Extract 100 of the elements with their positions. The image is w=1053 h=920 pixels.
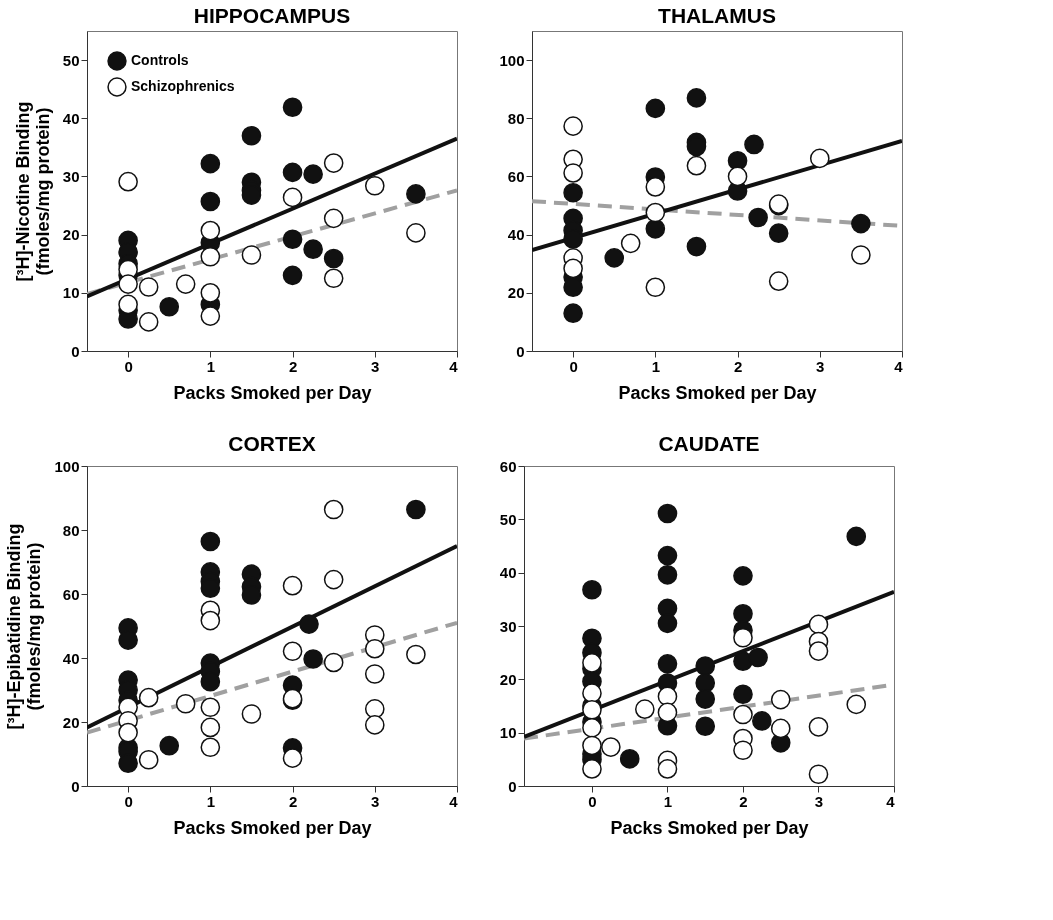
point (303, 649, 323, 669)
point (727, 150, 748, 171)
y-tick-label: 60 (507, 167, 525, 185)
x-axis-title: Packs Smoked per Day (610, 817, 809, 838)
point (323, 208, 344, 229)
y-tick-label: 40 (62, 109, 80, 127)
point (695, 716, 716, 737)
y-tick-label: 40 (499, 564, 517, 582)
x-tick-label: 1 (206, 357, 216, 375)
y-tick-label: 10 (62, 284, 80, 302)
point (582, 699, 602, 720)
point (241, 125, 262, 146)
point (695, 689, 716, 709)
y-tick-label: 0 (516, 342, 525, 360)
chart-title: THALAMUS (658, 4, 776, 27)
point (752, 711, 772, 731)
point (733, 566, 753, 586)
point (645, 219, 666, 239)
point (118, 722, 138, 743)
point (695, 673, 716, 693)
point (582, 652, 602, 673)
point (645, 98, 666, 119)
point (282, 229, 303, 250)
point (582, 579, 602, 600)
x-tick-label: 2 (739, 792, 748, 810)
point (657, 654, 678, 674)
point (744, 134, 764, 155)
point (645, 202, 666, 223)
x-tick-label: 3 (371, 357, 380, 375)
y-tick-label: 40 (62, 649, 80, 667)
legend-label: Schizophrenics (131, 78, 235, 94)
y-axis-title: [³H]-Epibatidine Binding (fmoles/mg protein) (4, 523, 45, 730)
point (657, 564, 678, 585)
point (645, 177, 666, 197)
y-tick-label: 50 (62, 51, 80, 69)
y-axis-title: [³H]-Nicotine Binding (fmoles/mg protein) (12, 101, 53, 282)
x-tick-label: 0 (588, 792, 597, 810)
point (282, 265, 303, 286)
y-tick-label: 50 (499, 510, 517, 528)
point (200, 283, 221, 303)
point (657, 613, 678, 634)
x-tick-label: 4 (449, 357, 459, 375)
x-tick-label: 0 (124, 357, 133, 375)
x-tick-label: 1 (206, 792, 216, 810)
point (406, 499, 426, 520)
point (582, 759, 602, 779)
x-axis-title: Packs Smoked per Day (618, 382, 817, 403)
point (686, 88, 707, 108)
point (808, 614, 829, 635)
y-tick-label: 0 (71, 777, 80, 795)
point (582, 735, 602, 756)
y-tick-label: 20 (62, 226, 80, 244)
x-tick-label: 4 (894, 357, 904, 375)
x-tick-label: 3 (816, 357, 825, 375)
point (303, 164, 323, 184)
point (159, 735, 180, 756)
point (282, 97, 303, 118)
point (619, 748, 640, 769)
point (138, 687, 159, 708)
point (364, 638, 385, 659)
y-tick-label: 100 (54, 457, 80, 475)
y-tick-label: 0 (71, 342, 80, 360)
x-tick-label: 1 (651, 357, 661, 375)
chart-title: CORTEX (228, 432, 316, 455)
point (200, 306, 221, 326)
y-tick-label: 80 (62, 521, 80, 539)
y-tick-label: 30 (499, 617, 517, 635)
point (733, 603, 753, 624)
point (200, 531, 221, 552)
point (118, 274, 138, 294)
x-tick-label: 0 (124, 792, 133, 810)
x-tick-label: 0 (569, 357, 578, 375)
point (657, 759, 678, 779)
point (563, 182, 583, 203)
point (846, 526, 867, 547)
point (282, 162, 303, 183)
point (159, 296, 180, 317)
y-tick-label: 20 (62, 713, 80, 731)
point (657, 545, 678, 566)
y-tick-label: 20 (507, 284, 525, 302)
y-tick-label: 40 (507, 226, 525, 244)
y-tick-label: 80 (507, 109, 525, 127)
y-tick-label: 30 (62, 167, 80, 185)
x-tick-label: 2 (288, 357, 298, 375)
point (303, 239, 323, 259)
point (604, 248, 625, 268)
point (118, 294, 138, 315)
point (175, 693, 196, 714)
point (695, 656, 716, 676)
point (200, 246, 221, 267)
x-axis-title: Packs Smoked per Day (173, 382, 372, 403)
x-tick-label: 2 (733, 357, 743, 375)
legend-label: Controls (131, 52, 189, 68)
point (808, 641, 829, 661)
x-tick-label: 3 (814, 792, 824, 810)
point (282, 748, 303, 768)
point (768, 223, 789, 243)
point (733, 684, 753, 705)
point (748, 207, 768, 228)
point (809, 148, 830, 169)
